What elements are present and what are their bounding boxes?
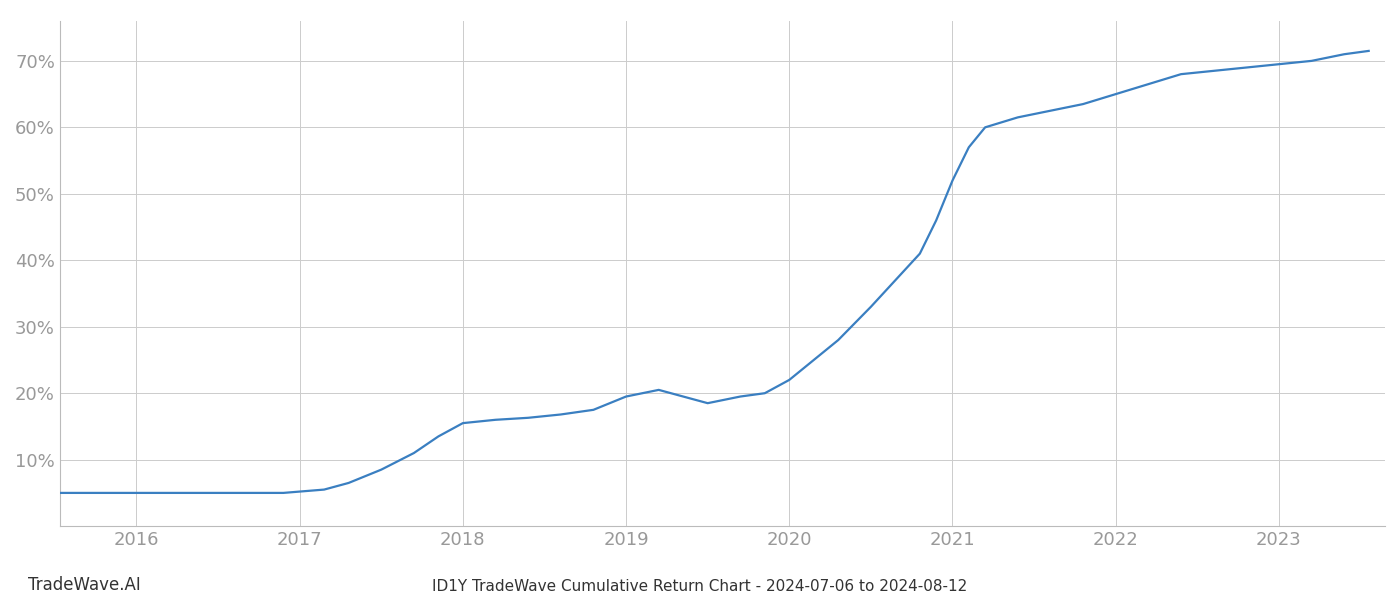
- Text: ID1Y TradeWave Cumulative Return Chart - 2024-07-06 to 2024-08-12: ID1Y TradeWave Cumulative Return Chart -…: [433, 579, 967, 594]
- Text: TradeWave.AI: TradeWave.AI: [28, 576, 141, 594]
